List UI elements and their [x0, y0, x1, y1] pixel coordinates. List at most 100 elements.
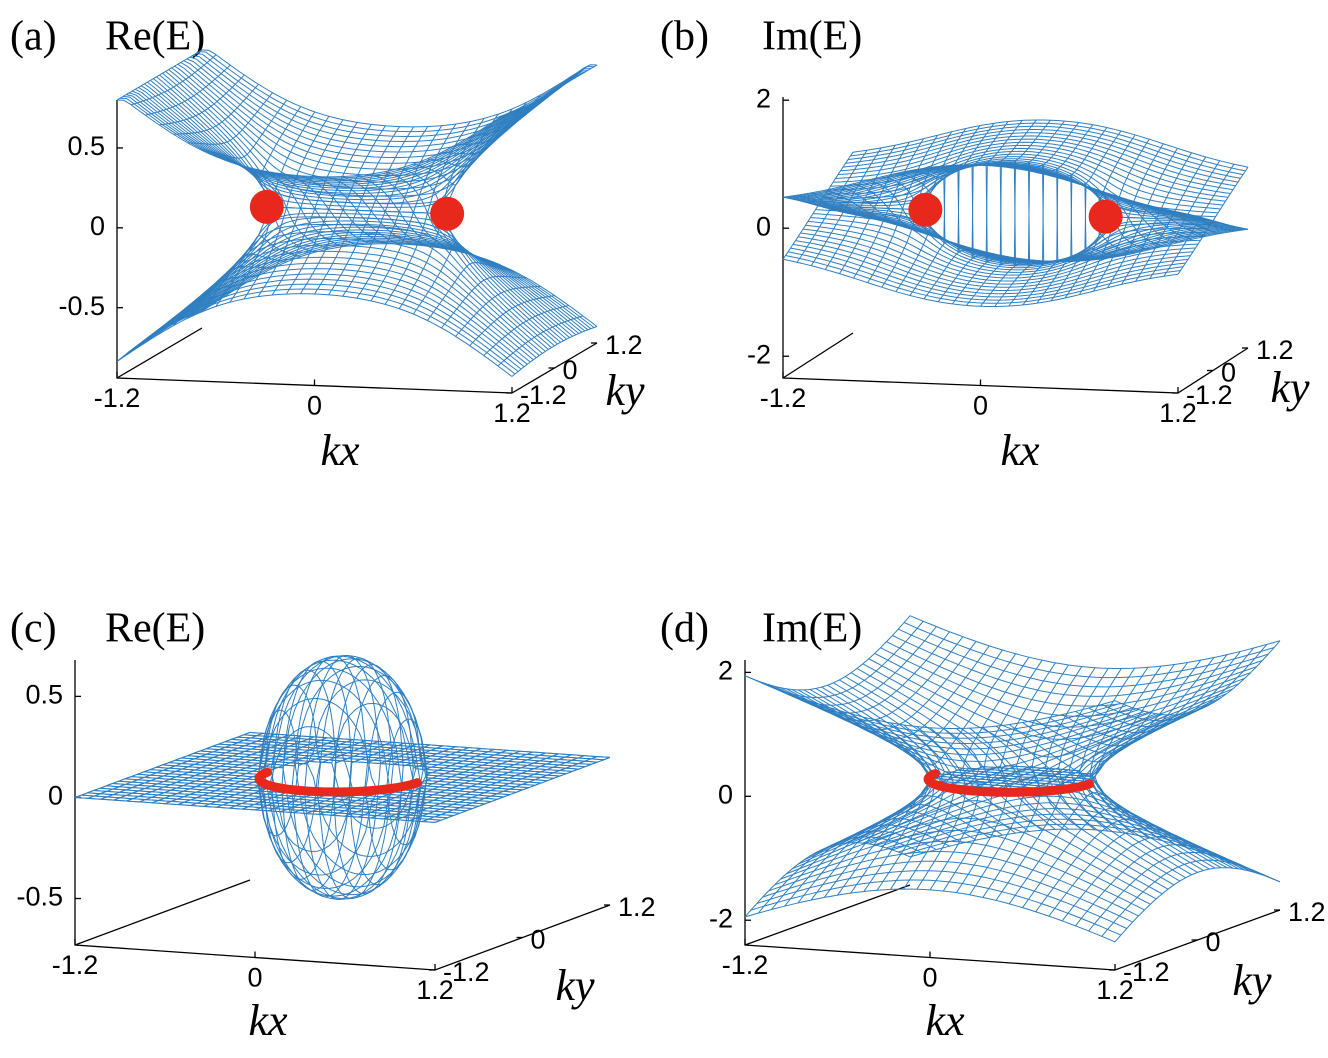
mesh-line	[807, 163, 1204, 219]
mesh-line	[822, 206, 1218, 265]
mesh-line	[201, 49, 598, 128]
mesh-line	[768, 851, 1139, 917]
x-tick-label: 0	[973, 391, 988, 421]
mesh-line	[123, 95, 519, 180]
mesh-line	[144, 83, 540, 194]
mesh-line	[171, 67, 567, 183]
x-tick-label: 1.2	[416, 975, 454, 1005]
mesh-line	[782, 258, 1179, 307]
y-tick-label: 1.2	[605, 330, 643, 360]
panel-label: (a)	[10, 14, 57, 60]
panel-title: Re(E)	[105, 606, 205, 652]
mesh-line	[862, 663, 1234, 758]
x-axis-label: kx	[320, 426, 360, 475]
mesh-line	[116, 311, 203, 362]
mesh-line	[835, 141, 1231, 194]
mesh-line	[128, 92, 525, 183]
mesh-line	[177, 63, 573, 170]
y-tick-label: 1.2	[618, 892, 656, 922]
y-axis-label: ky	[1270, 363, 1310, 412]
mesh-line	[119, 97, 516, 179]
mesh-line	[837, 138, 1234, 191]
mesh-line	[165, 216, 561, 343]
z-tick-label: 0.5	[67, 131, 105, 161]
mesh-line	[750, 879, 1122, 936]
mesh-line	[106, 785, 467, 812]
mesh-line	[159, 206, 555, 347]
mesh-line	[750, 677, 1122, 734]
mesh-line	[181, 757, 542, 875]
surface-mesh	[74, 654, 611, 900]
mesh-line	[903, 622, 1275, 679]
mesh-line	[99, 787, 461, 814]
panel-title: Im(E)	[762, 14, 862, 60]
mesh-line	[201, 243, 598, 327]
mesh-line	[112, 783, 473, 809]
mesh-line	[137, 773, 498, 876]
mesh-line	[198, 242, 595, 328]
mesh-line	[790, 247, 1186, 298]
exceptional-point	[1088, 199, 1123, 234]
panel-label: (c)	[10, 606, 57, 652]
mesh-line	[880, 647, 1251, 717]
mesh-line	[119, 288, 516, 375]
mesh-line	[774, 840, 1145, 911]
mesh-line	[187, 755, 548, 857]
mesh-line	[817, 205, 1214, 267]
y-tick-label: 1.2	[1288, 897, 1326, 927]
mesh-line	[141, 85, 537, 192]
y-tick-label: -1.2	[1123, 957, 1170, 987]
mesh-line	[886, 641, 1257, 707]
z-tick-label: -0.5	[16, 882, 63, 912]
mesh-line	[1114, 867, 1281, 943]
mesh-line	[762, 860, 1133, 923]
mesh-line	[874, 652, 1245, 728]
mesh-line	[842, 132, 1239, 183]
exceptional-point	[249, 189, 284, 224]
y-tick-label: -1.2	[443, 957, 490, 987]
mesh-line	[892, 635, 1263, 697]
mesh-line	[143, 771, 504, 889]
exceptional-ring	[923, 769, 1095, 797]
y-tick-label: 0	[1221, 358, 1236, 388]
panel-label: (d)	[660, 606, 709, 652]
mesh-line	[177, 229, 574, 337]
z-tick-label: 0	[48, 781, 63, 811]
mesh-line	[845, 129, 1241, 179]
mesh-line	[1101, 859, 1267, 937]
z-tick-label: 0	[90, 211, 105, 241]
mesh-line	[785, 255, 1181, 304]
mesh-line	[218, 743, 579, 770]
z-tick-label: 0.5	[25, 680, 63, 710]
mesh-line	[180, 62, 577, 164]
y-axis-label: ky	[555, 961, 595, 1010]
mesh-line	[156, 766, 517, 900]
exceptional-point	[908, 192, 943, 227]
z-tick-label: 2	[718, 656, 733, 686]
mesh-line	[174, 65, 570, 176]
mesh-line	[791, 689, 1163, 784]
mesh-line	[795, 240, 1191, 291]
mesh-line	[786, 688, 1157, 770]
mesh-line	[231, 738, 592, 765]
z-tick-label: 0	[718, 779, 733, 809]
mesh-line	[195, 240, 592, 329]
mesh-line	[116, 293, 513, 377]
mesh-line	[198, 51, 595, 133]
mesh-line	[852, 213, 1249, 262]
mesh-line	[81, 794, 442, 821]
mesh-line	[171, 223, 567, 340]
surface-mesh	[116, 49, 598, 377]
mesh-line	[791, 800, 1163, 895]
mesh-line	[195, 53, 591, 138]
x-axis-label: kx	[1000, 426, 1040, 475]
mesh-line	[787, 251, 1184, 301]
z-tick-label: -2	[747, 339, 771, 369]
mesh-line	[174, 226, 571, 338]
mesh-line	[850, 122, 1246, 172]
mesh-line	[243, 734, 604, 761]
mesh-line	[825, 207, 1221, 264]
z-tick-label: -2	[709, 903, 733, 933]
